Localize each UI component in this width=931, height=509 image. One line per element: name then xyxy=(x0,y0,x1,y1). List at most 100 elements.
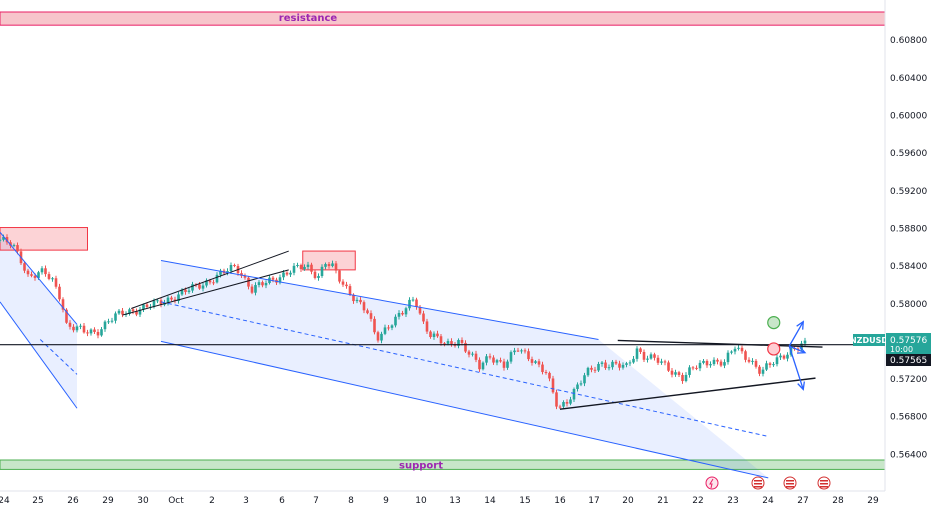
candle-body xyxy=(632,358,635,363)
candle-body xyxy=(243,275,247,278)
candle-body xyxy=(656,357,660,363)
candle-body xyxy=(247,277,250,287)
candle-body xyxy=(257,282,261,286)
candle-body xyxy=(548,372,551,379)
candle-body xyxy=(33,275,37,278)
candle-body xyxy=(509,352,513,362)
resistance-zone xyxy=(0,11,886,26)
candle-body xyxy=(513,350,516,353)
x-tick-label: 3 xyxy=(243,496,249,506)
candle-body xyxy=(383,327,387,334)
flag-stripe xyxy=(820,483,828,485)
candle-body xyxy=(121,310,124,315)
candle-body xyxy=(555,392,558,407)
candle-body xyxy=(747,359,751,362)
candle-body xyxy=(614,361,618,364)
candle-body xyxy=(677,372,681,375)
candle-body xyxy=(460,339,464,343)
candle-body xyxy=(58,286,61,300)
candle-body xyxy=(527,351,530,360)
candle-body xyxy=(737,347,740,349)
candle-body xyxy=(481,362,485,370)
candle-body xyxy=(54,278,58,287)
candle-body xyxy=(492,357,495,363)
candle-body xyxy=(751,360,754,362)
candle-body xyxy=(184,289,187,292)
candle-body xyxy=(544,372,548,374)
candle-body xyxy=(796,348,800,350)
candle-body xyxy=(684,374,688,382)
candle-body xyxy=(317,276,320,278)
x-tick-label: 25 xyxy=(32,496,43,506)
candle-body xyxy=(457,339,460,346)
candle-body xyxy=(47,274,51,279)
x-tick-label: 16 xyxy=(554,496,566,506)
candle-body xyxy=(716,359,719,362)
candle-body xyxy=(744,351,747,360)
candle-body xyxy=(786,354,789,359)
candle-body xyxy=(709,364,712,366)
candle-body xyxy=(422,313,425,322)
flag-stripe xyxy=(754,486,762,488)
stop-marker xyxy=(767,342,781,356)
y-tick-label: 0.60000 xyxy=(890,112,927,122)
x-tick-label: 29 xyxy=(867,496,879,506)
candle-body xyxy=(327,264,331,267)
candle-body xyxy=(5,237,9,243)
candle-body xyxy=(597,363,600,371)
trend-line xyxy=(559,377,816,410)
candle-body xyxy=(16,245,19,252)
candle-body xyxy=(432,333,436,338)
lightning-glyph xyxy=(709,478,714,489)
candle-body xyxy=(387,327,390,329)
candle-body xyxy=(698,362,702,369)
candle-body xyxy=(611,361,614,368)
drawings-layer xyxy=(0,231,885,479)
x-tick-label: 17 xyxy=(588,496,599,506)
y-tick-label: 0.59200 xyxy=(890,187,927,197)
candle-body xyxy=(233,264,236,267)
candle-body xyxy=(506,361,509,368)
candle-body xyxy=(436,333,439,337)
candle-body xyxy=(474,353,478,360)
candle-body xyxy=(604,362,607,369)
candle-body xyxy=(646,358,649,360)
candle-body xyxy=(590,367,593,370)
candle-body xyxy=(495,360,499,363)
x-tick-label: 24 xyxy=(762,496,774,506)
y-tick-label: 0.59600 xyxy=(890,149,927,159)
candle-body xyxy=(478,359,481,370)
candle-body xyxy=(485,356,488,363)
candle-body xyxy=(761,369,765,374)
candle-body xyxy=(30,274,33,276)
candle-body xyxy=(471,353,474,355)
candle-body xyxy=(723,362,726,366)
supply-box xyxy=(302,250,356,271)
x-tick-label: Oct xyxy=(168,496,184,506)
candle-body xyxy=(558,406,562,408)
time-axis xyxy=(0,491,885,509)
candle-body xyxy=(415,299,418,307)
candle-body xyxy=(653,354,656,358)
candle-body xyxy=(499,360,502,362)
candle-body xyxy=(681,374,684,382)
candle-body xyxy=(338,270,341,282)
candle-body xyxy=(310,264,313,272)
x-tick-label: 10 xyxy=(415,496,427,506)
candle-body xyxy=(180,289,184,295)
candle-body xyxy=(628,362,632,364)
candle-body xyxy=(803,340,807,344)
candle-body xyxy=(530,359,534,363)
candle-body xyxy=(107,321,110,323)
flag-stripe xyxy=(786,480,794,482)
resistance-label: resistance xyxy=(279,13,338,24)
candle-body xyxy=(502,361,506,368)
candle-body xyxy=(191,284,194,291)
candle-body xyxy=(215,274,219,283)
candle-body xyxy=(114,313,117,321)
candle-body xyxy=(187,290,191,292)
candle-body xyxy=(705,360,709,366)
candle-body xyxy=(103,321,107,330)
candle-body xyxy=(117,310,121,314)
